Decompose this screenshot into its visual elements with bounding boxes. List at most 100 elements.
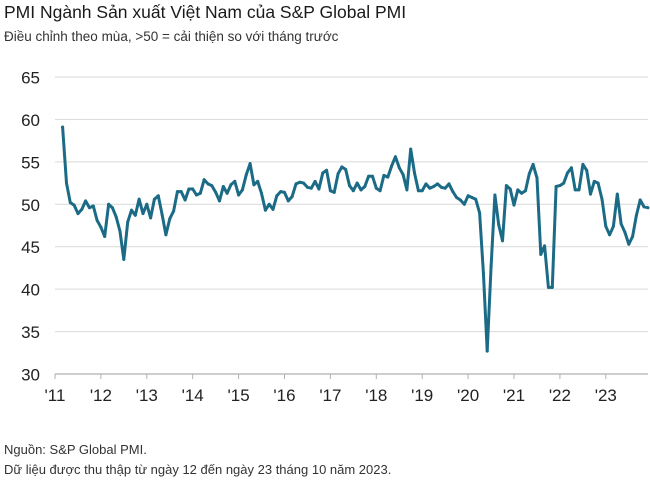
data-point: [240, 188, 244, 192]
data-point: [397, 166, 401, 170]
data-point: [516, 188, 520, 192]
data-point: [466, 194, 470, 198]
data-point: [305, 185, 309, 189]
data-point: [409, 147, 413, 151]
data-point: [172, 209, 176, 213]
data-point: [615, 192, 619, 196]
data-point: [508, 187, 512, 191]
data-point: [642, 205, 646, 209]
data-point: [359, 188, 363, 192]
data-point: [248, 162, 252, 166]
data-point: [351, 189, 355, 193]
data-point: [294, 182, 298, 186]
data-point: [589, 192, 592, 196]
data-point: [302, 181, 306, 185]
x-tick-label: '13: [136, 386, 158, 405]
data-point: [386, 175, 390, 179]
y-tick-label: 60: [21, 111, 40, 130]
y-tick-label: 35: [21, 323, 40, 342]
data-point: [149, 216, 153, 220]
data-point: [298, 180, 302, 184]
data-point: [283, 190, 286, 194]
data-point: [130, 208, 133, 212]
data-point: [325, 168, 329, 172]
x-tick-label: '12: [90, 386, 112, 405]
data-point: [168, 217, 172, 221]
y-tick-label: 40: [21, 281, 40, 300]
data-point: [577, 188, 581, 192]
data-point: [267, 202, 271, 206]
data-point: [623, 230, 627, 234]
data-point: [604, 224, 608, 228]
data-point: [428, 186, 432, 190]
data-point: [107, 202, 111, 206]
data-point: [95, 218, 99, 222]
data-point: [218, 199, 221, 203]
data-point: [371, 174, 374, 178]
data-point: [470, 196, 474, 199]
data-point: [485, 349, 489, 353]
data-point: [210, 184, 214, 188]
data-point: [378, 189, 382, 193]
data-point: [91, 204, 95, 208]
x-tick-label: '19: [411, 386, 433, 405]
x-tick-label: '21: [503, 386, 525, 405]
data-point: [332, 190, 336, 194]
data-point: [225, 191, 229, 195]
data-point: [164, 233, 168, 237]
data-point: [344, 168, 348, 171]
data-point: [233, 179, 237, 183]
data-point: [275, 194, 279, 198]
data-point: [68, 201, 72, 205]
data-point: [539, 252, 543, 256]
data-point: [416, 189, 420, 193]
x-tick-label: '22: [549, 386, 571, 405]
data-point: [646, 206, 650, 210]
data-point: [543, 244, 547, 248]
data-point: [221, 185, 225, 188]
data-point: [244, 173, 248, 177]
data-point: [103, 235, 107, 238]
data-point: [393, 155, 397, 159]
data-point: [191, 187, 195, 191]
x-tick-label: '15: [228, 386, 250, 405]
data-point: [122, 257, 126, 261]
data-point: [596, 181, 600, 185]
data-point: [286, 199, 290, 203]
data-point: [497, 223, 501, 227]
data-point: [611, 224, 615, 228]
x-tick-label: '18: [365, 386, 387, 405]
data-point: [152, 197, 156, 201]
data-point: [420, 189, 424, 193]
pmi-series-line: [61, 125, 650, 353]
data-point: [363, 185, 367, 188]
x-tick-label: '11: [45, 386, 66, 405]
data-point: [118, 229, 122, 233]
x-tick-label: '16: [273, 386, 295, 405]
data-point: [367, 174, 371, 178]
x-axis-tick-marks: [54, 374, 607, 379]
data-point: [634, 213, 638, 217]
data-point: [585, 168, 589, 172]
data-point: [133, 213, 137, 217]
data-point: [137, 197, 141, 201]
y-tick-label: 55: [21, 153, 40, 172]
x-tick-label: '23: [595, 386, 617, 405]
data-point: [175, 190, 179, 194]
data-point: [309, 186, 313, 190]
data-point: [195, 193, 198, 197]
data-point: [558, 184, 562, 188]
data-point: [61, 125, 65, 129]
data-point: [478, 211, 482, 215]
data-point: [451, 190, 455, 194]
data-point: [443, 186, 447, 190]
data-point: [72, 203, 76, 207]
data-point: [87, 206, 91, 210]
data-point: [110, 206, 114, 210]
data-point: [432, 185, 436, 188]
data-point: [481, 271, 485, 275]
data-point: [252, 183, 256, 187]
data-point: [401, 173, 405, 177]
data-point: [424, 182, 428, 186]
data-point: [256, 179, 260, 183]
